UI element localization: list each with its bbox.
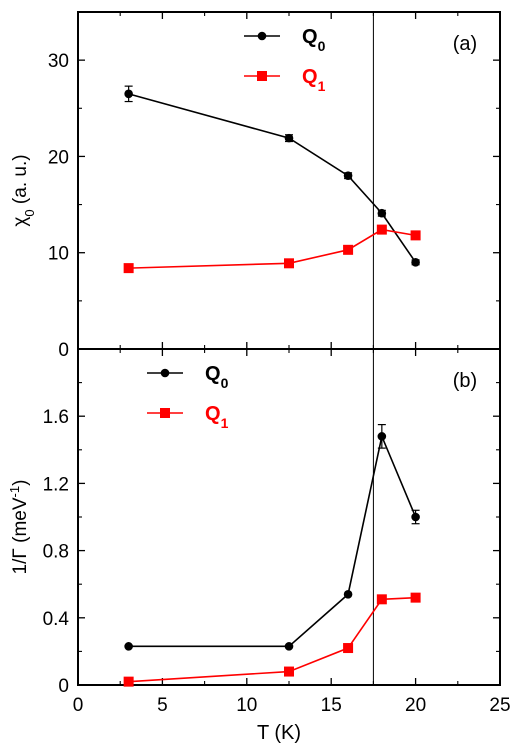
data-point: [410, 592, 421, 603]
series-line: [128, 596, 416, 683]
data-point: [284, 133, 294, 143]
legend-label: Q0: [205, 363, 229, 391]
panel-b: 0 5 10 15 20 25 0 0.4 0.8 1.2 1.6 1/Γ (meV-1) T (K) (…: [7, 348, 511, 744]
legend-marker: [160, 368, 170, 378]
data-point: [343, 244, 354, 255]
legend-label: Q1: [302, 66, 326, 94]
data-point: [376, 594, 387, 605]
x-tick-label: 5: [157, 695, 168, 716]
y-axis-label: χ0 (a. u.): [10, 154, 37, 226]
data-point: [284, 642, 294, 651]
data-point: [343, 643, 354, 654]
y-tick-label: 0: [58, 676, 69, 697]
data-point: [284, 258, 294, 269]
panel-label: (a): [453, 33, 477, 55]
plot-frame: [77, 11, 501, 350]
data-point: [411, 512, 420, 522]
data-point: [124, 89, 133, 99]
data-point: [410, 230, 421, 241]
series-line: [128, 433, 417, 648]
plot-frame: [77, 348, 501, 686]
data-point: [377, 208, 387, 218]
y-tick-label: 1.2: [43, 474, 69, 495]
legend-label: Q0: [302, 26, 326, 54]
data-point: [124, 642, 133, 651]
data-point: [123, 676, 134, 687]
y-tick-label: 10: [48, 244, 69, 265]
y-tick-label: 20: [48, 147, 69, 168]
series-line: [128, 93, 417, 263]
y-axis-label: 1/Γ (meV-1): [7, 480, 32, 575]
panel-a: 0 10 20 30 χ0 (a. u.) (a) Q0 Q1: [10, 11, 501, 361]
x-tick-label: 10: [236, 695, 257, 716]
legend-label: Q1: [205, 403, 229, 431]
data-point: [376, 224, 387, 235]
series-line: [128, 228, 416, 269]
y-tick-label: 0: [58, 340, 69, 361]
y-tick-label: 1.6: [43, 407, 69, 428]
legend-marker: [160, 408, 170, 418]
x-tick-label: 20: [405, 695, 426, 716]
y-tick-label: 30: [48, 51, 69, 72]
legend-marker: [257, 31, 267, 41]
y-tick-label: 0.8: [43, 542, 69, 563]
x-tick-label: 15: [321, 695, 342, 716]
data-point: [284, 666, 294, 677]
y-tick-label: 0.4: [43, 609, 70, 630]
data-point: [377, 432, 387, 441]
legend-marker: [257, 71, 267, 81]
x-tick-label: 25: [489, 695, 510, 716]
panel-label: (b): [453, 370, 477, 392]
x-axis-label: T (K): [257, 722, 301, 744]
data-point: [411, 258, 420, 267]
data-point: [123, 263, 134, 274]
data-point: [343, 589, 353, 599]
data-point: [343, 171, 353, 180]
x-tick-label: 0: [73, 695, 84, 716]
